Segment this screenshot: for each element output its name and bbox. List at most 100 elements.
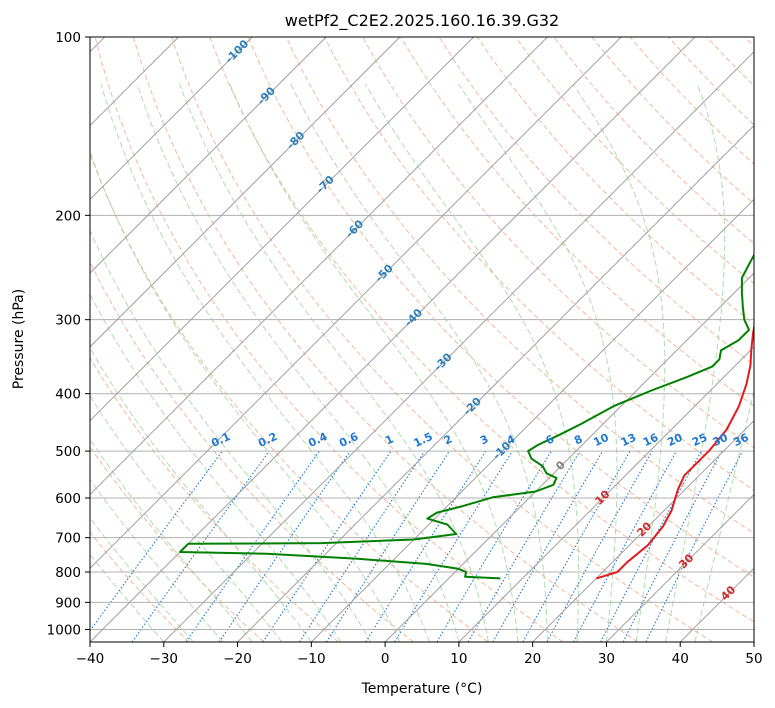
isotherm xyxy=(90,37,548,496)
mixing-ratio-label: 20 xyxy=(665,431,685,449)
mixing-ratio-label: 25 xyxy=(690,431,709,449)
moist-adiabat xyxy=(90,394,283,642)
x-tick-label: 30 xyxy=(598,651,615,667)
mixing-ratio-line xyxy=(90,450,223,632)
isotherm xyxy=(606,493,754,642)
x-tick-label: 0 xyxy=(381,651,390,667)
dry-adiabat xyxy=(90,356,339,642)
mixing-ratio-label: 30 xyxy=(711,431,731,449)
x-tick-label: 20 xyxy=(524,651,541,667)
moist-adiabat xyxy=(694,388,754,642)
dry-adiabat xyxy=(94,37,564,642)
isotherm-label: -70 xyxy=(314,173,337,196)
isotherm xyxy=(384,272,754,642)
dry-adiabat xyxy=(90,260,414,642)
mixing-ratio-label: 2 xyxy=(442,432,454,447)
y-axis-label: Pressure (hPa) xyxy=(11,289,27,389)
x-axis-label: Temperature (°C) xyxy=(361,681,483,697)
moist-adiabat xyxy=(90,553,165,642)
mixing-ratio-label: 36 xyxy=(731,431,751,449)
dry-adiabat xyxy=(362,37,754,449)
mixing-ratio-label: 0.1 xyxy=(209,430,232,450)
isotherm xyxy=(237,124,754,642)
moist-adiabat xyxy=(100,83,430,642)
mixing-ratio-line xyxy=(262,450,392,642)
moist-adiabat xyxy=(136,83,460,642)
moist-adiabat xyxy=(90,347,312,642)
moist-adiabat xyxy=(179,83,489,642)
mixing-ratio-label: 13 xyxy=(619,431,638,449)
y-tick-label: 200 xyxy=(55,208,81,224)
mixing-ratio-line xyxy=(622,450,723,642)
x-tick-label: −30 xyxy=(150,651,179,667)
isotherm xyxy=(90,37,401,348)
dry-adiabat xyxy=(171,37,713,642)
moist-adiabat xyxy=(458,83,618,642)
mixing-ratio-line xyxy=(325,450,450,642)
temperature-line xyxy=(596,321,754,580)
mixing-ratio-line xyxy=(546,450,653,642)
mixing-ratio-line xyxy=(299,450,426,642)
dry-adiabat xyxy=(667,37,754,126)
x-tick-label: −20 xyxy=(223,651,252,667)
mixing-ratio-label: 0.2 xyxy=(256,430,279,450)
isotherm xyxy=(90,37,622,569)
dry-adiabat xyxy=(706,37,754,87)
moist-adiabat xyxy=(90,478,224,642)
moist-adiabat xyxy=(229,83,519,642)
chart-series xyxy=(179,253,754,580)
moist-adiabat xyxy=(572,83,666,642)
isotherm xyxy=(90,37,253,201)
isotherm-label: 20 xyxy=(634,519,654,539)
mixing-ratio-line xyxy=(467,450,581,642)
x-tick-label: 50 xyxy=(745,651,762,667)
x-tick-label: 40 xyxy=(672,651,689,667)
mixing-ratio-line xyxy=(394,450,513,642)
mixing-ratio-line xyxy=(185,450,320,642)
y-tick-label: 700 xyxy=(55,531,81,547)
y-tick-label: 500 xyxy=(55,444,81,460)
isotherm-label: 40 xyxy=(718,583,738,603)
x-tick-label: −10 xyxy=(297,651,326,667)
dry-adiabat xyxy=(476,37,754,325)
isotherm-label: 10 xyxy=(593,487,613,507)
y-tick-label: 600 xyxy=(55,491,81,507)
dry-adiabat xyxy=(323,37,754,491)
dry-adiabat xyxy=(438,37,754,366)
y-tick-label: 100 xyxy=(55,30,81,46)
chart-grid xyxy=(90,37,754,642)
isotherm xyxy=(90,37,327,274)
mixing-ratio-label: 10 xyxy=(591,431,611,449)
dewpoint-line xyxy=(179,253,754,580)
mixing-ratio-line xyxy=(436,450,552,642)
x-tick-label: −40 xyxy=(76,651,105,667)
mixing-ratio-line xyxy=(522,450,631,642)
moist-adiabat xyxy=(90,229,371,642)
y-tick-label: 1000 xyxy=(47,622,81,638)
moist-adiabat xyxy=(290,83,548,642)
y-tick-label: 300 xyxy=(55,313,81,329)
dry-adiabat xyxy=(90,152,489,642)
isotherm-label: -100 xyxy=(223,37,252,66)
isotherm xyxy=(90,37,475,422)
y-tick-label: 800 xyxy=(55,565,81,581)
moist-adiabat xyxy=(364,83,580,642)
isotherm xyxy=(90,37,696,642)
mixing-ratio-label: 0.4 xyxy=(306,430,329,450)
mixing-ratio-label: 1 xyxy=(383,432,395,447)
moist-adiabat xyxy=(90,517,194,642)
mixing-ratio-line xyxy=(131,450,270,642)
mixing-ratio-line xyxy=(600,450,702,642)
moist-adiabat xyxy=(665,83,726,642)
x-axis: −40 −30 −20 −10 0 10 20 30 40 50 xyxy=(76,642,763,667)
dry-adiabat xyxy=(90,531,190,642)
isotherm xyxy=(310,198,754,642)
dry-adiabat xyxy=(132,37,639,642)
isotherm-label: -20 xyxy=(461,395,484,418)
isotherm-label: -40 xyxy=(402,306,425,329)
moist-adiabat xyxy=(90,438,253,642)
chart-title: wetPf2_C2E2.2025.160.16.39.G32 xyxy=(285,11,559,31)
dry-adiabat xyxy=(209,37,754,623)
isotherm-label: 0 xyxy=(553,458,568,473)
isotherm xyxy=(532,419,754,642)
